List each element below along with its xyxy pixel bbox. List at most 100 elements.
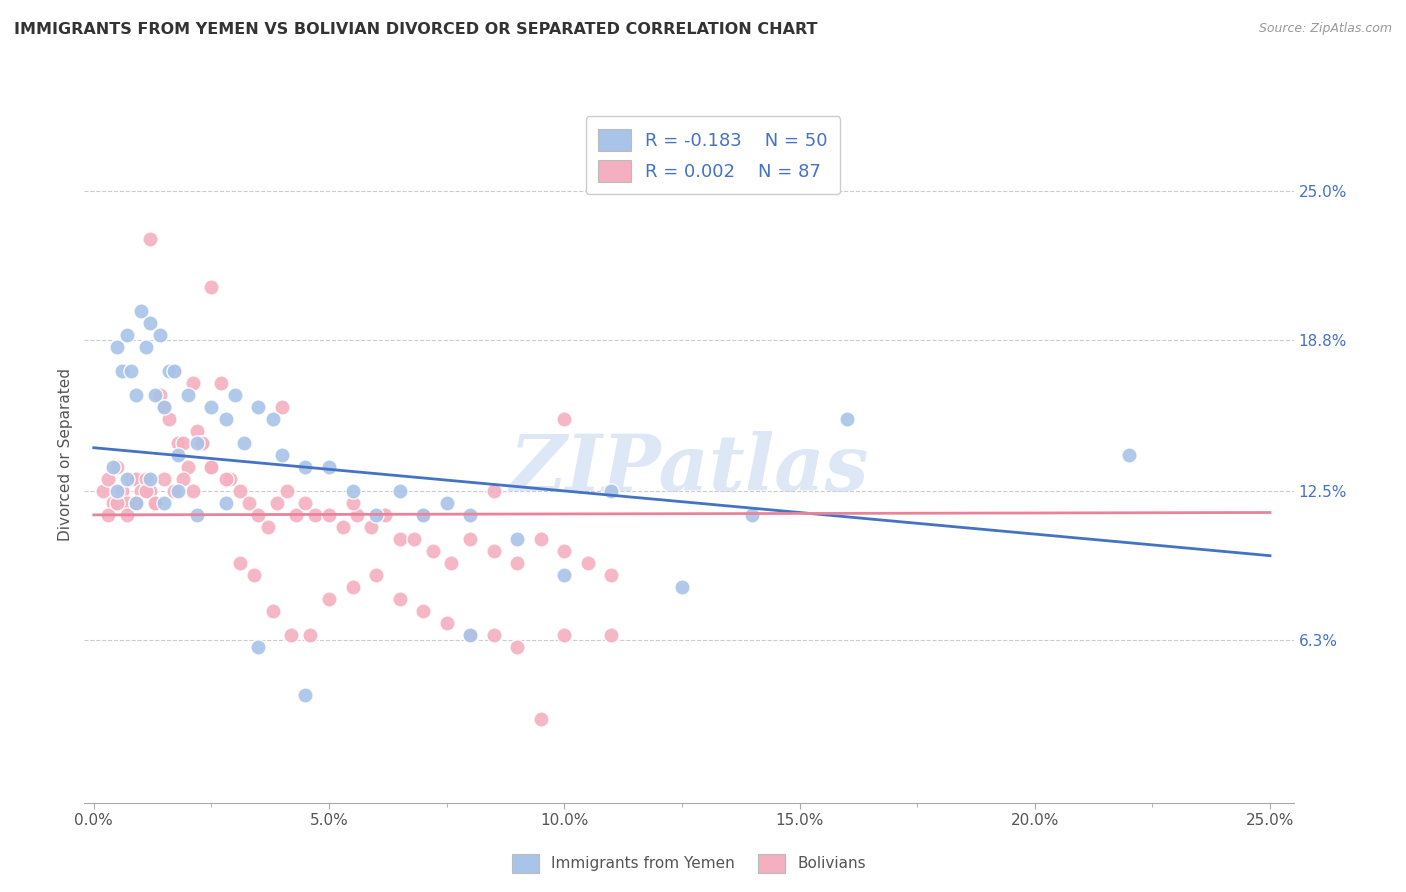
Point (228, 556, 250, 570)
Point (101, 496, 124, 510)
Point (247, 640, 270, 654)
Point (482, 483, 505, 498)
Point (257, 520, 280, 534)
Point (440, 556, 463, 570)
Point (139, 483, 162, 498)
Point (412, 604, 434, 618)
Point (200, 459, 222, 474)
Point (200, 400, 222, 414)
Point (412, 508, 434, 522)
Point (105, 459, 128, 474)
Point (219, 472, 242, 486)
Point (91, 483, 114, 498)
Point (671, 580, 693, 594)
Point (186, 436, 208, 450)
Point (553, 412, 575, 426)
Point (482, 544, 505, 558)
Point (402, 532, 425, 546)
Point (209, 376, 232, 390)
Point (228, 483, 250, 498)
Point (139, 232, 162, 246)
Point (553, 628, 575, 642)
Point (506, 532, 529, 546)
Point (115, 508, 138, 522)
Point (111, 483, 134, 498)
Point (135, 340, 157, 354)
Point (139, 472, 162, 486)
Point (342, 496, 364, 510)
Point (482, 628, 505, 642)
Point (153, 400, 176, 414)
Point (135, 483, 157, 498)
Point (458, 628, 481, 642)
Point (436, 615, 458, 630)
Point (177, 459, 200, 474)
Point (276, 483, 298, 498)
Point (120, 364, 142, 378)
Point (120, 472, 142, 486)
Point (553, 544, 575, 558)
Point (388, 591, 411, 606)
Point (294, 459, 316, 474)
Point (271, 400, 294, 414)
Point (506, 556, 529, 570)
Point (388, 483, 411, 498)
Point (163, 364, 186, 378)
Point (553, 567, 575, 582)
Point (600, 628, 623, 642)
Point (364, 508, 387, 522)
Point (530, 532, 553, 546)
Point (530, 712, 553, 726)
Point (115, 496, 138, 510)
Point (342, 580, 364, 594)
Point (262, 604, 284, 618)
Point (111, 364, 134, 378)
Point (214, 472, 236, 486)
Point (172, 436, 194, 450)
Point (143, 496, 166, 510)
Point (115, 328, 138, 343)
Point (125, 496, 148, 510)
Point (318, 459, 340, 474)
Point (163, 364, 186, 378)
Point (200, 459, 222, 474)
Point (167, 448, 190, 462)
Point (157, 364, 180, 378)
Point (97, 472, 120, 486)
Point (233, 436, 256, 450)
Point (105, 483, 128, 498)
Point (129, 483, 152, 498)
Point (181, 376, 204, 390)
Point (149, 328, 172, 343)
Point (271, 448, 294, 462)
Point (318, 508, 340, 522)
Point (458, 508, 481, 522)
Point (105, 496, 128, 510)
Point (600, 567, 623, 582)
Point (342, 483, 364, 498)
Point (157, 412, 180, 426)
Point (835, 412, 858, 426)
Point (125, 388, 148, 402)
Point (576, 556, 599, 570)
Point (458, 532, 481, 546)
Point (135, 472, 157, 486)
Point (458, 628, 481, 642)
Point (172, 472, 194, 486)
Point (214, 496, 236, 510)
Point (200, 280, 222, 294)
Point (186, 508, 208, 522)
Point (191, 436, 214, 450)
Point (149, 388, 172, 402)
Text: IMMIGRANTS FROM YEMEN VS BOLIVIAN DIVORCED OR SEPARATED CORRELATION CHART: IMMIGRANTS FROM YEMEN VS BOLIVIAN DIVORC… (14, 22, 817, 37)
Point (105, 340, 128, 354)
Point (167, 483, 190, 498)
Point (153, 400, 176, 414)
Point (332, 520, 354, 534)
Point (143, 388, 166, 402)
Point (139, 316, 162, 330)
Point (167, 436, 190, 450)
Point (143, 496, 166, 510)
Point (153, 472, 176, 486)
Point (163, 483, 186, 498)
